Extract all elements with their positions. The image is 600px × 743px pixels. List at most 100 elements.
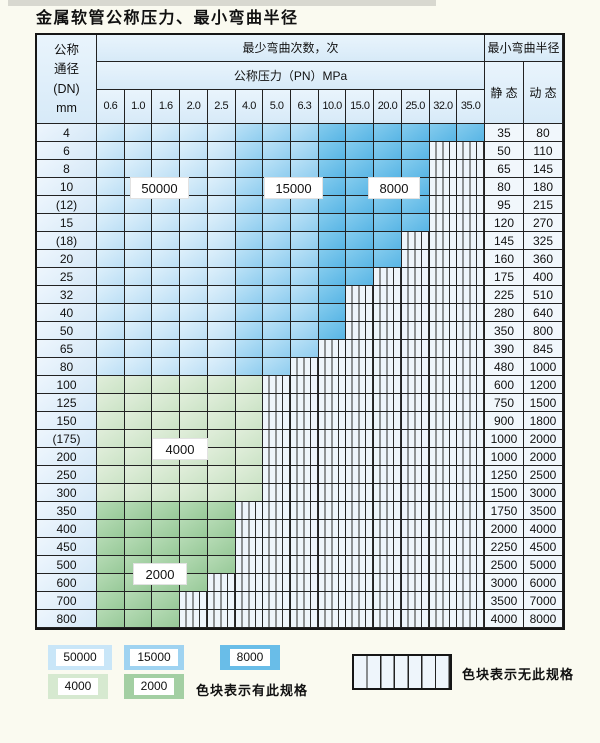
- spec-cell: [180, 412, 208, 430]
- spec-cell: [207, 268, 236, 286]
- pressure-tick: 6.3: [290, 90, 319, 124]
- no-spec-cell: [374, 592, 402, 610]
- no-spec-cell: [374, 574, 402, 592]
- no-spec-cell: [401, 538, 430, 556]
- spec-cell: [207, 214, 236, 232]
- spec-cell: [124, 322, 153, 340]
- spec-cell: [207, 448, 236, 466]
- spec-cell: [97, 196, 125, 214]
- no-spec-cell: [346, 556, 375, 574]
- spec-cell: [180, 214, 208, 232]
- spec-cell: [346, 232, 375, 250]
- bend-cycle-count-label: 4000: [152, 438, 208, 460]
- spec-cell: [401, 214, 430, 232]
- no-spec-cell: [290, 574, 319, 592]
- no-spec-cell: [263, 448, 291, 466]
- spec-cell: [97, 178, 125, 196]
- no-spec-cell: [429, 538, 458, 556]
- spec-cell: [152, 232, 181, 250]
- dynamic-value-cell: 145: [523, 160, 563, 178]
- spec-cell: [97, 124, 125, 142]
- nominal-pressure-header: 公称压力（PN）MPa: [97, 62, 485, 90]
- no-spec-cell: [346, 430, 375, 448]
- spec-cell: [180, 556, 208, 574]
- dynamic-value-cell: 1000: [523, 358, 563, 376]
- no-spec-cell: [263, 556, 291, 574]
- static-value-cell: 2500: [484, 556, 524, 574]
- spec-cell: [152, 268, 181, 286]
- static-value-cell: 480: [484, 358, 524, 376]
- spec-cell: [207, 340, 236, 358]
- no-spec-cell: [457, 160, 485, 178]
- spec-cell: [97, 484, 125, 502]
- no-spec-cell: [429, 484, 458, 502]
- spec-cell: [290, 160, 319, 178]
- no-spec-cell: [290, 430, 319, 448]
- spec-cell: [235, 250, 264, 268]
- dn-cell: 4: [37, 124, 97, 142]
- no-spec-cell: [263, 376, 291, 394]
- spec-cell: [180, 322, 208, 340]
- no-spec-cell: [429, 304, 458, 322]
- spec-cell: [374, 196, 402, 214]
- dynamic-value-cell: 3000: [523, 484, 563, 502]
- no-spec-cell: [457, 574, 485, 592]
- no-spec-cell: [401, 286, 430, 304]
- spec-cell: [346, 124, 375, 142]
- no-spec-cell: [374, 610, 402, 628]
- static-value-cell: 65: [484, 160, 524, 178]
- spec-cell: [374, 160, 402, 178]
- no-spec-cell: [374, 430, 402, 448]
- no-spec-cell: [401, 610, 430, 628]
- spec-cell: [97, 412, 125, 430]
- no-spec-cell: [346, 358, 375, 376]
- no-spec-cell: [346, 340, 375, 358]
- static-value-cell: 280: [484, 304, 524, 322]
- spec-cell: [180, 250, 208, 268]
- dn-cell: 32: [37, 286, 97, 304]
- static-value-cell: 80: [484, 178, 524, 196]
- spec-cell: [374, 124, 402, 142]
- no-spec-cell: [401, 304, 430, 322]
- dynamic-value-cell: 325: [523, 232, 563, 250]
- spec-cell: [235, 232, 264, 250]
- spec-cell: [124, 340, 153, 358]
- no-spec-cell: [457, 610, 485, 628]
- dynamic-value-cell: 360: [523, 250, 563, 268]
- no-spec-cell: [429, 592, 458, 610]
- spec-cell: [97, 448, 125, 466]
- spec-cell: [152, 124, 181, 142]
- spec-cell: [152, 466, 181, 484]
- spec-cell: [124, 376, 153, 394]
- dn-cell: 400: [37, 520, 97, 538]
- no-spec-cell: [290, 610, 319, 628]
- no-spec-cell: [318, 430, 347, 448]
- no-spec-cell: [263, 502, 291, 520]
- dn-header-line: 公称: [53, 42, 79, 57]
- spec-cell: [180, 268, 208, 286]
- pressure-tick: 2.0: [180, 90, 208, 124]
- no-spec-cell: [457, 250, 485, 268]
- no-spec-cell: [457, 142, 485, 160]
- spec-cell: [401, 160, 430, 178]
- spec-cell: [235, 394, 264, 412]
- legend-swatch-8000: 8000: [220, 645, 280, 670]
- dn-cell: 600: [37, 574, 97, 592]
- spec-cell: [263, 358, 291, 376]
- scan-edge-strip: [8, 0, 436, 6]
- spec-cell: [97, 268, 125, 286]
- spec-cell: [152, 592, 181, 610]
- no-spec-cell: [457, 340, 485, 358]
- spec-cell: [290, 124, 319, 142]
- no-spec-cell: [457, 304, 485, 322]
- no-spec-cell: [290, 466, 319, 484]
- no-spec-cell: [401, 358, 430, 376]
- no-spec-cell: [346, 376, 375, 394]
- dynamic-value-cell: 180: [523, 178, 563, 196]
- legend-swatch-label: 8000: [229, 649, 271, 666]
- spec-cell: [346, 196, 375, 214]
- no-spec-cell: [457, 502, 485, 520]
- dn-cell: 40: [37, 304, 97, 322]
- spec-cell: [97, 592, 125, 610]
- spec-cell: [180, 340, 208, 358]
